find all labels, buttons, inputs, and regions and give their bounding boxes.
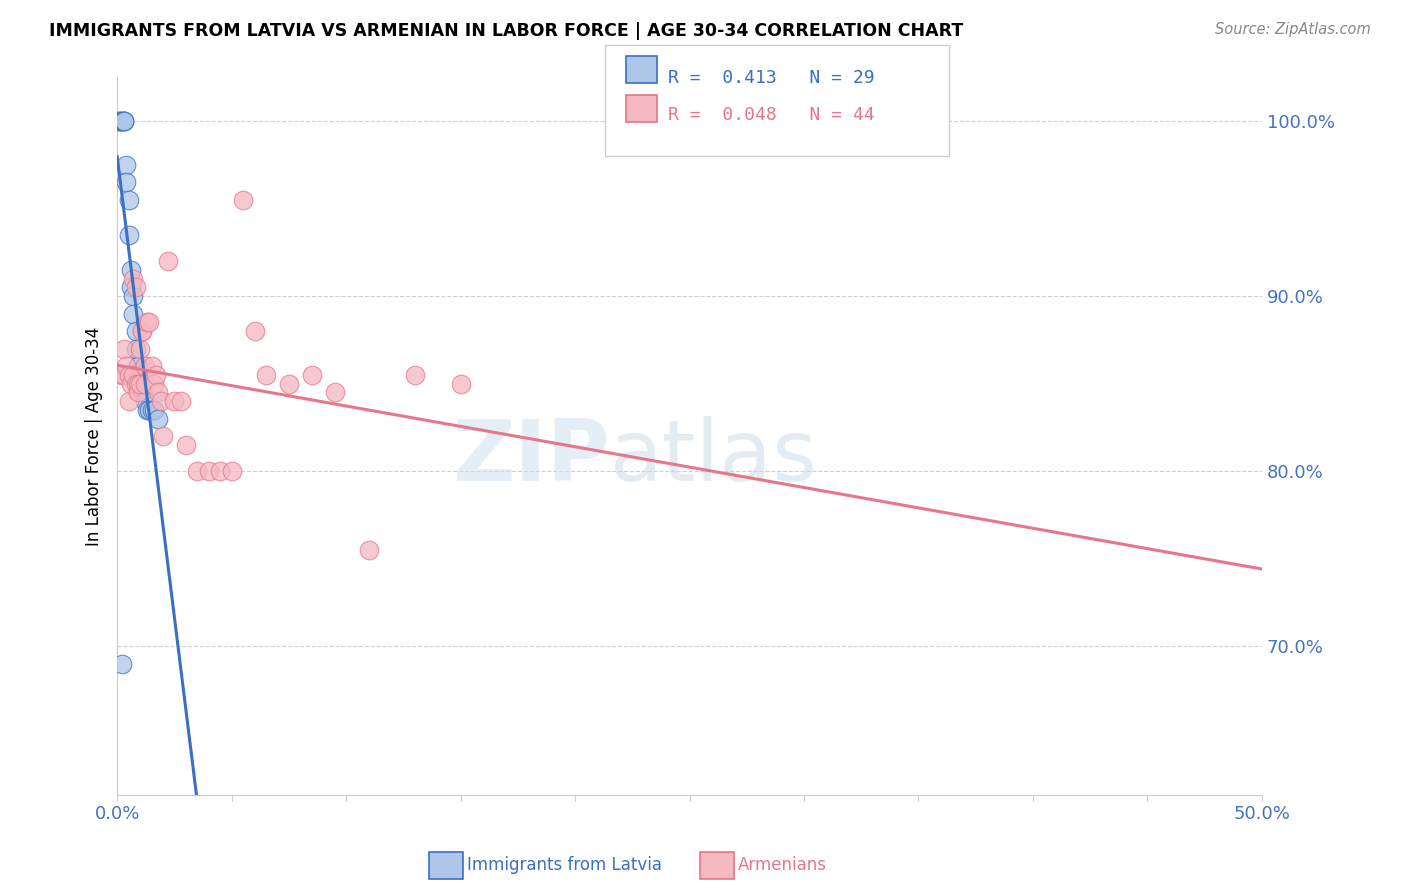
Point bbox=[141, 403, 163, 417]
Point bbox=[134, 359, 156, 374]
Point bbox=[134, 394, 156, 409]
Point bbox=[450, 376, 472, 391]
Point bbox=[221, 464, 243, 478]
Point bbox=[122, 368, 145, 382]
Point bbox=[129, 376, 152, 391]
Point bbox=[111, 114, 134, 128]
Point bbox=[131, 324, 153, 338]
Point bbox=[148, 411, 170, 425]
Point bbox=[136, 316, 159, 330]
Point bbox=[323, 385, 346, 400]
Point bbox=[129, 376, 152, 391]
Text: R =  0.413   N = 29: R = 0.413 N = 29 bbox=[668, 69, 875, 87]
Point bbox=[112, 368, 135, 382]
Point bbox=[131, 324, 153, 338]
Point bbox=[124, 376, 146, 391]
Point bbox=[115, 158, 138, 172]
Point bbox=[129, 342, 152, 356]
Text: atlas: atlas bbox=[609, 417, 817, 500]
Point bbox=[138, 316, 160, 330]
Point bbox=[112, 114, 135, 128]
Point bbox=[124, 342, 146, 356]
Text: ZIP: ZIP bbox=[451, 417, 609, 500]
Point bbox=[152, 429, 174, 443]
Point bbox=[141, 359, 163, 374]
Point bbox=[136, 403, 159, 417]
Point bbox=[404, 368, 426, 382]
Point bbox=[277, 376, 299, 391]
Point bbox=[254, 368, 277, 382]
Point bbox=[232, 193, 254, 207]
Point bbox=[163, 394, 186, 409]
Point bbox=[115, 176, 138, 190]
Point bbox=[117, 227, 139, 242]
Point bbox=[149, 394, 172, 409]
Point bbox=[111, 657, 134, 671]
Point bbox=[117, 193, 139, 207]
Point bbox=[148, 385, 170, 400]
Point bbox=[112, 342, 135, 356]
Point bbox=[186, 464, 208, 478]
Point bbox=[142, 403, 165, 417]
Point bbox=[127, 359, 149, 374]
Y-axis label: In Labor Force | Age 30-34: In Labor Force | Age 30-34 bbox=[86, 326, 103, 546]
Point bbox=[127, 359, 149, 374]
Point bbox=[120, 376, 142, 391]
Point bbox=[138, 403, 160, 417]
Point bbox=[124, 324, 146, 338]
Point bbox=[134, 376, 156, 391]
Text: Source: ZipAtlas.com: Source: ZipAtlas.com bbox=[1215, 22, 1371, 37]
Point bbox=[122, 289, 145, 303]
Point bbox=[142, 376, 165, 391]
Point bbox=[170, 394, 193, 409]
Point bbox=[117, 394, 139, 409]
Point bbox=[156, 254, 179, 268]
Text: IMMIGRANTS FROM LATVIA VS ARMENIAN IN LABOR FORCE | AGE 30-34 CORRELATION CHART: IMMIGRANTS FROM LATVIA VS ARMENIAN IN LA… bbox=[49, 22, 963, 40]
Point bbox=[108, 114, 131, 128]
Point bbox=[112, 114, 135, 128]
Point bbox=[120, 280, 142, 294]
Point bbox=[145, 368, 167, 382]
Point bbox=[174, 438, 197, 452]
Point bbox=[122, 271, 145, 285]
Point bbox=[131, 385, 153, 400]
Point bbox=[124, 280, 146, 294]
Point bbox=[197, 464, 219, 478]
Point bbox=[122, 307, 145, 321]
Point bbox=[209, 464, 232, 478]
Point bbox=[357, 543, 380, 558]
Point bbox=[127, 385, 149, 400]
Text: Immigrants from Latvia: Immigrants from Latvia bbox=[467, 856, 662, 874]
Point bbox=[129, 368, 152, 382]
Point bbox=[127, 376, 149, 391]
Point bbox=[301, 368, 323, 382]
Point bbox=[117, 368, 139, 382]
Point bbox=[120, 263, 142, 277]
Point bbox=[243, 324, 266, 338]
Text: R =  0.048   N = 44: R = 0.048 N = 44 bbox=[668, 106, 875, 124]
Point bbox=[108, 114, 131, 128]
Point bbox=[111, 114, 134, 128]
Point bbox=[111, 368, 134, 382]
Text: Armenians: Armenians bbox=[738, 856, 827, 874]
Point bbox=[115, 359, 138, 374]
Point bbox=[112, 114, 135, 128]
